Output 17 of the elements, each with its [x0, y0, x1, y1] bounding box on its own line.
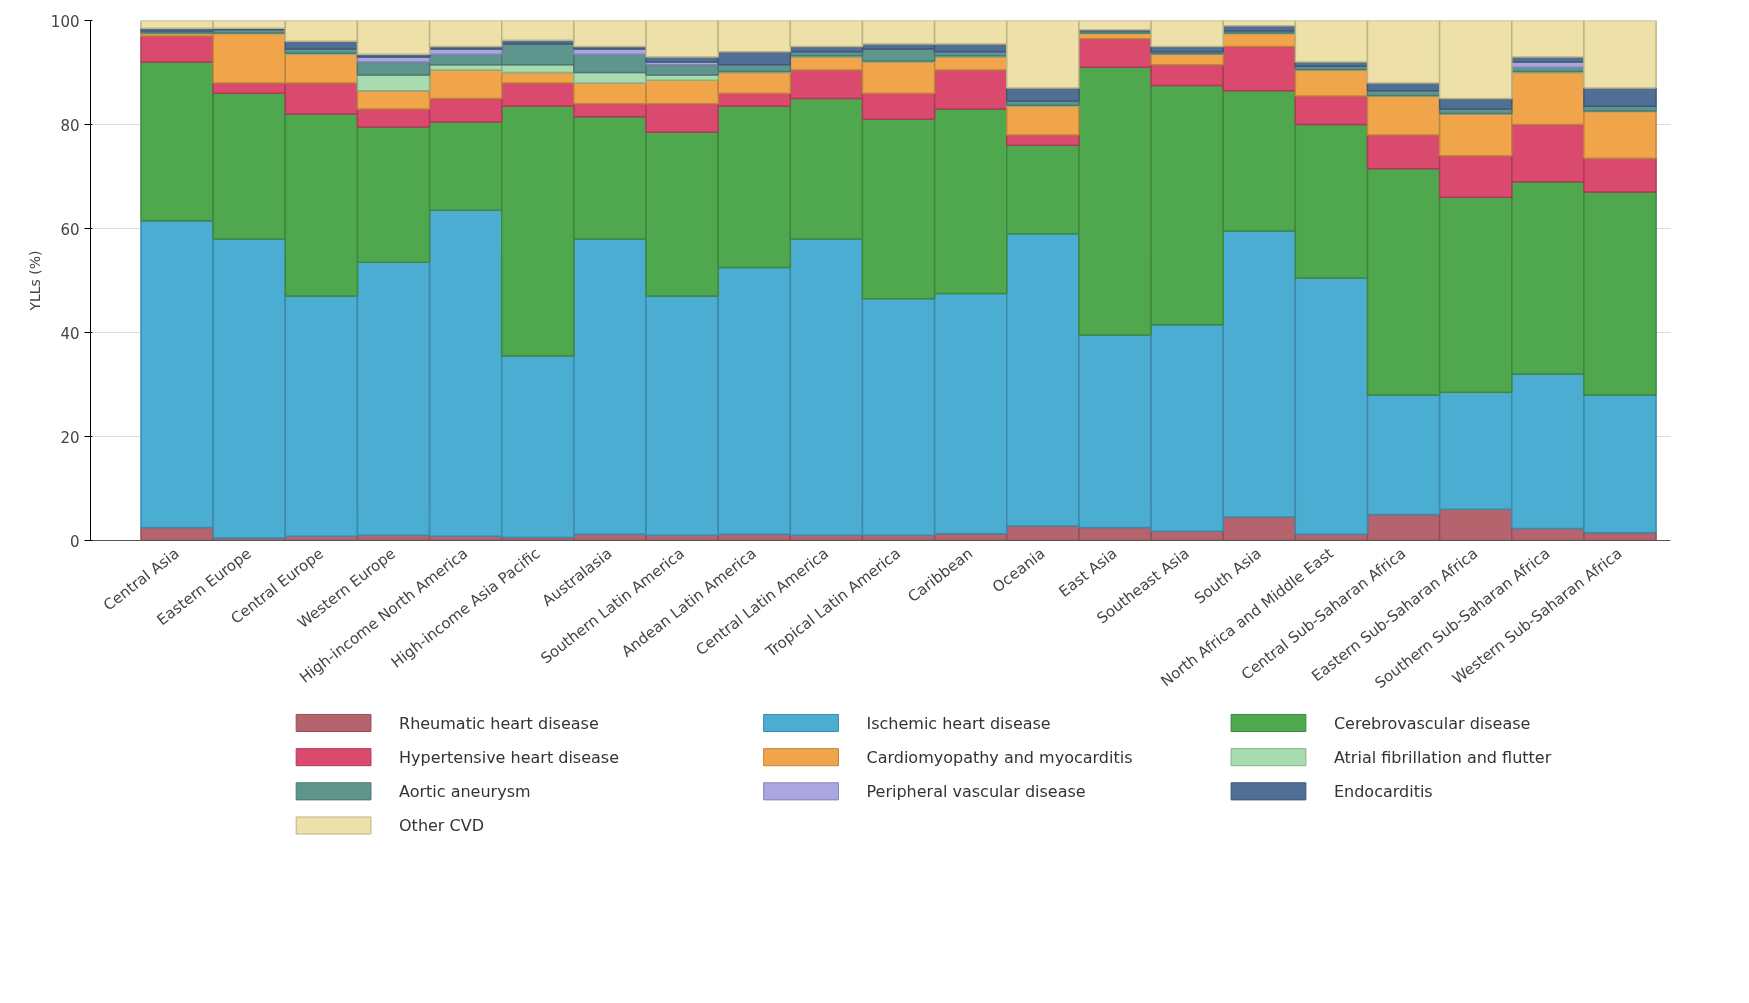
- y-tick-label: 60: [60, 220, 80, 239]
- legend-label: Endocarditis: [1333, 781, 1433, 801]
- legend-label: Ischemic heart disease: [866, 713, 1051, 733]
- y-tick-label: 0: [69, 532, 80, 551]
- legend-label: Cerebrovascular disease: [1333, 713, 1531, 733]
- y-tick-label: 40: [60, 324, 80, 343]
- y-tick-label: 80: [60, 116, 80, 135]
- legend-label: Peripheral vascular disease: [866, 781, 1086, 801]
- y-axis-title: YLLs (%): [26, 250, 43, 312]
- legend-label: Cardiomyopathy and myocarditis: [866, 747, 1133, 767]
- legend-label: Aortic aneurysm: [399, 781, 531, 801]
- y-tick-label: 20: [60, 428, 80, 447]
- y-tick-label: 100: [50, 12, 80, 31]
- legend-label: Atrial fibrillation and flutter: [1333, 747, 1552, 767]
- legend-label: Hypertensive heart disease: [399, 747, 620, 767]
- legend-label: Rheumatic heart disease: [399, 713, 599, 733]
- legend-label: Other CVD: [399, 816, 484, 835]
